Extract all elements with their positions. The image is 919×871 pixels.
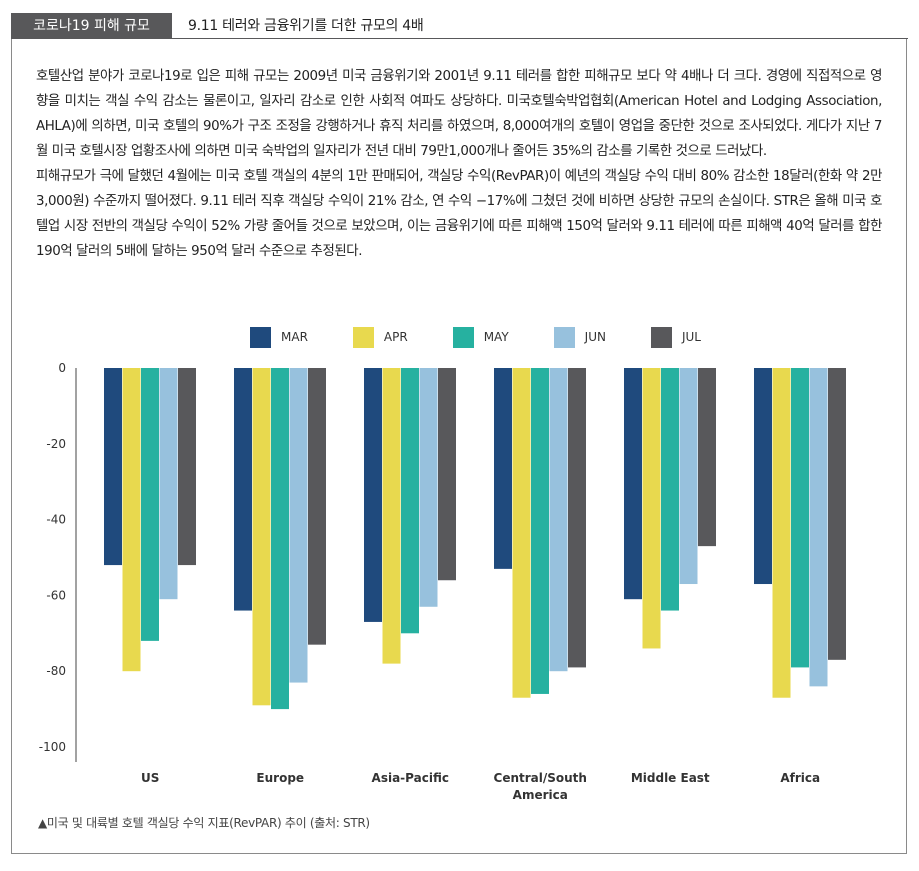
- legend-item: JUN: [553, 326, 606, 348]
- bar: [364, 368, 382, 622]
- bar: [289, 368, 308, 683]
- section-title: 9.11 테러와 금융위기를 더한 규모의 4배: [188, 18, 424, 34]
- y-tick-label: -100: [39, 740, 66, 754]
- bar: [531, 368, 549, 694]
- x-category-label: Middle East: [631, 771, 710, 785]
- bar: [401, 368, 419, 634]
- bar: [754, 368, 772, 585]
- article-paragraph: 피해규모가 극에 달했던 4월에는 미국 호텔 객실의 4분의 1만 판매되어,…: [36, 169, 882, 259]
- y-tick-label: 0: [58, 361, 66, 375]
- bar: [772, 368, 791, 698]
- bar: [624, 368, 642, 600]
- bar: [252, 368, 271, 706]
- legend-label: MAR: [281, 330, 308, 344]
- section-header: 코로나19 피해 규모 9.11 테러와 금융위기를 더한 규모의 4배: [11, 13, 908, 39]
- bar: [382, 368, 401, 664]
- legend-label: JUL: [681, 330, 701, 344]
- header-divider: [11, 38, 908, 39]
- bar: [828, 368, 846, 660]
- bar: [438, 368, 456, 581]
- bar: [419, 368, 438, 607]
- legend-label: APR: [383, 330, 408, 344]
- bar: [568, 368, 586, 668]
- chart-legend: MAR APR MAY JUN JUL: [250, 326, 746, 348]
- legend-swatch: [352, 326, 374, 348]
- bar: [549, 368, 568, 672]
- legend-label: JUN: [584, 330, 606, 344]
- bar: [308, 368, 326, 645]
- legend-item: APR: [352, 326, 408, 348]
- article-body: 호텔산업 분야가 코로나19로 입은 피해 규모는 2009년 미국 금융위기와…: [36, 64, 882, 264]
- bar: [679, 368, 698, 585]
- revpar-bar-chart: 0 -20 -40 -60 -80 -100 US Europe Asia-Pacific Cen…: [39, 361, 846, 802]
- bar: [494, 368, 512, 569]
- x-category-label: Europe: [256, 771, 304, 785]
- legend-swatch: [250, 326, 271, 348]
- x-category-label: Asia-Pacific: [372, 771, 449, 785]
- y-tick-label: -20: [46, 437, 66, 451]
- y-tick-label: -80: [46, 664, 66, 678]
- bar: [698, 368, 716, 547]
- bar: [791, 368, 809, 668]
- x-category-label: Central/South America: [494, 771, 587, 802]
- y-tick-label: -60: [46, 588, 66, 602]
- x-category-label: Africa: [780, 771, 820, 785]
- legend-swatch: [553, 326, 575, 348]
- legend-swatch: [650, 326, 672, 348]
- legend-item: MAR: [250, 326, 308, 348]
- legend-item: JUL: [650, 326, 701, 348]
- article-paragraph: 호텔산업 분야가 코로나19로 입은 피해 규모는 2009년 미국 금융위기와…: [36, 69, 882, 159]
- bar: [178, 368, 196, 566]
- legend-item: MAY: [452, 326, 509, 348]
- bar: [642, 368, 661, 649]
- bar: [809, 368, 828, 687]
- figure-caption: ▲미국 및 대륙별 호텔 객실당 수익 지표(RevPAR) 추이 (출처: S…: [38, 816, 370, 830]
- bar: [512, 368, 531, 698]
- bar: [122, 368, 141, 672]
- bar: [661, 368, 679, 611]
- content-frame: [11, 39, 907, 854]
- bar: [104, 368, 122, 566]
- bar: [141, 368, 159, 641]
- y-tick-label: -40: [46, 513, 66, 527]
- section-tag: 코로나19 피해 규모: [11, 13, 172, 39]
- bar: [159, 368, 178, 600]
- legend-label: MAY: [483, 330, 509, 344]
- x-category-label: US: [141, 771, 159, 785]
- bar: [271, 368, 289, 710]
- bar: [234, 368, 252, 611]
- legend-swatch: [452, 326, 474, 348]
